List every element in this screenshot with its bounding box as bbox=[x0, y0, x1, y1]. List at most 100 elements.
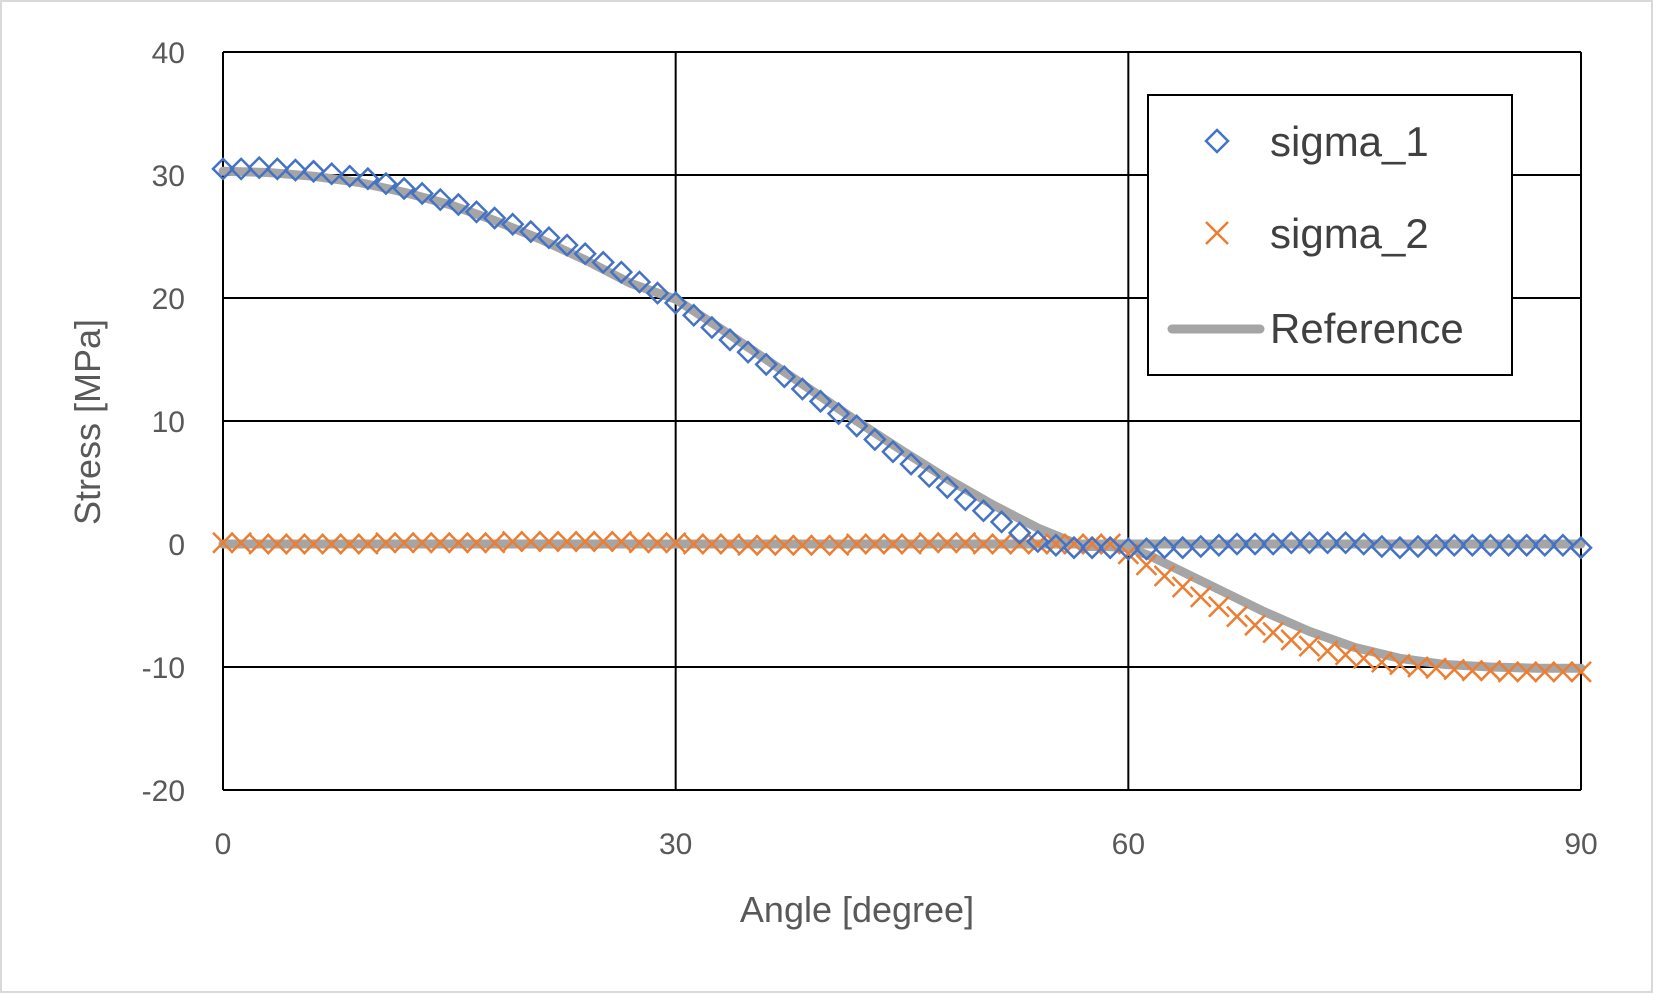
sigma-1-point bbox=[663, 291, 688, 315]
sigma-1-point bbox=[1406, 534, 1430, 559]
sigma-1-point bbox=[1116, 537, 1141, 561]
sigma-1-point bbox=[627, 270, 652, 294]
sigma-2-point bbox=[1153, 565, 1176, 587]
sigma-1-point bbox=[555, 233, 579, 257]
sigma-2-point bbox=[1515, 661, 1538, 683]
sigma-1-point bbox=[989, 510, 1014, 534]
x-tick-label: 0 bbox=[215, 828, 232, 861]
sigma-1-point bbox=[899, 452, 923, 476]
sigma-2-point bbox=[827, 534, 850, 557]
sigma-2-point bbox=[574, 530, 597, 553]
sigma-1-point bbox=[229, 157, 253, 181]
sigma-1-point bbox=[935, 475, 960, 500]
legend-marker-sigma-2 bbox=[1205, 221, 1229, 245]
sigma-1-point bbox=[1551, 533, 1575, 557]
y-tick-label: -20 bbox=[142, 775, 185, 808]
sigma-2-point bbox=[375, 531, 397, 554]
sigma-2-point bbox=[266, 533, 289, 555]
sigma-2-point bbox=[1207, 595, 1230, 618]
sigma-2-point bbox=[393, 531, 415, 554]
sigma-1-point bbox=[808, 389, 833, 414]
sigma-1-point bbox=[1134, 537, 1159, 561]
sigma-1-point bbox=[1261, 532, 1285, 556]
sigma-1-point bbox=[1044, 533, 1068, 557]
sigma-1-point bbox=[754, 352, 778, 377]
sigma-1-point bbox=[301, 159, 326, 184]
sigma-1-point bbox=[1514, 533, 1539, 557]
sigma-1-point bbox=[645, 281, 670, 305]
sigma-1-point bbox=[446, 192, 471, 217]
sigma-1-point bbox=[537, 225, 561, 250]
sigma-2-point bbox=[1135, 554, 1158, 576]
sigma-2-point bbox=[465, 531, 488, 554]
sigma-2-point bbox=[320, 533, 343, 555]
sigma-1-point bbox=[700, 315, 724, 340]
sigma-1-point bbox=[573, 241, 597, 266]
x-tick-label: 30 bbox=[659, 828, 692, 861]
sigma-2-point bbox=[519, 530, 542, 553]
sigma-1-point bbox=[1170, 535, 1195, 560]
sigma-2-point bbox=[682, 533, 705, 555]
sigma-1-point bbox=[1243, 532, 1267, 556]
x-tick-label: 60 bbox=[1112, 828, 1145, 861]
legend-label-sigma-1: sigma_1 bbox=[1270, 118, 1429, 165]
sigma-2-point bbox=[863, 533, 886, 555]
sigma-2-point bbox=[809, 534, 832, 557]
sigma-1-point bbox=[1478, 533, 1503, 557]
sigma-2-point bbox=[1407, 656, 1429, 678]
sigma-1-point bbox=[482, 206, 507, 230]
y-tick-label: -10 bbox=[142, 652, 185, 685]
sigma-1-point bbox=[1152, 535, 1177, 560]
sigma-1-point bbox=[1533, 533, 1557, 557]
sigma-1-point bbox=[247, 155, 271, 180]
sigma-2-point bbox=[700, 533, 723, 555]
sigma-1-point bbox=[1279, 531, 1304, 555]
sigma-1-point bbox=[718, 328, 742, 352]
sigma-2-point bbox=[1443, 658, 1466, 681]
sigma-2-point bbox=[1425, 657, 1448, 680]
y-tick-label: 0 bbox=[168, 529, 185, 562]
sigma-1-point bbox=[1442, 533, 1467, 557]
sigma-1-point bbox=[1333, 531, 1358, 555]
sigma-2-point bbox=[1189, 586, 1212, 608]
sigma-1-point bbox=[881, 439, 905, 464]
sigma-2-point bbox=[592, 530, 615, 553]
sigma-2-point bbox=[556, 530, 578, 553]
sigma-1-point bbox=[1188, 534, 1213, 559]
sigma-2-point bbox=[1280, 629, 1303, 651]
sigma-2-point bbox=[1244, 614, 1266, 637]
sigma-1-point bbox=[519, 219, 543, 244]
sigma-1-point bbox=[1569, 535, 1593, 560]
sigma-1-point bbox=[1225, 532, 1249, 556]
sigma-1-point bbox=[1062, 535, 1086, 560]
sigma-2-point bbox=[212, 531, 234, 554]
sigma-1-point bbox=[1098, 535, 1122, 560]
sigma-1-point bbox=[1007, 521, 1032, 545]
sigma-2-point bbox=[610, 530, 633, 553]
sigma-1-point bbox=[464, 200, 489, 224]
sigma-2-point bbox=[447, 531, 470, 554]
sigma-2-point bbox=[1171, 576, 1194, 598]
sigma-1-point bbox=[971, 499, 996, 523]
legend-label-sigma-2: sigma_2 bbox=[1270, 210, 1429, 257]
sigma-1-point bbox=[917, 464, 941, 489]
sigma-1-point bbox=[265, 157, 290, 181]
sigma-2-point bbox=[411, 531, 434, 554]
sigma-2-point bbox=[1334, 643, 1357, 666]
y-axis-title: Stress [MPa] bbox=[67, 319, 108, 525]
sigma-2-point bbox=[755, 534, 778, 557]
sigma-2-point bbox=[773, 534, 796, 557]
legend-marker-sigma-1 bbox=[1204, 128, 1230, 154]
sigma-1-point bbox=[500, 212, 525, 236]
sigma-2-point bbox=[882, 533, 904, 555]
sigma-1-point bbox=[1351, 532, 1376, 556]
sigma-2-point bbox=[356, 533, 379, 555]
sigma-2-point bbox=[1461, 659, 1484, 682]
sigma-2-point bbox=[972, 533, 995, 555]
sigma-2-point bbox=[1370, 651, 1393, 673]
sigma-1-point bbox=[790, 377, 815, 401]
sigma-2-point bbox=[284, 533, 307, 555]
sigma-1-point bbox=[283, 158, 308, 182]
